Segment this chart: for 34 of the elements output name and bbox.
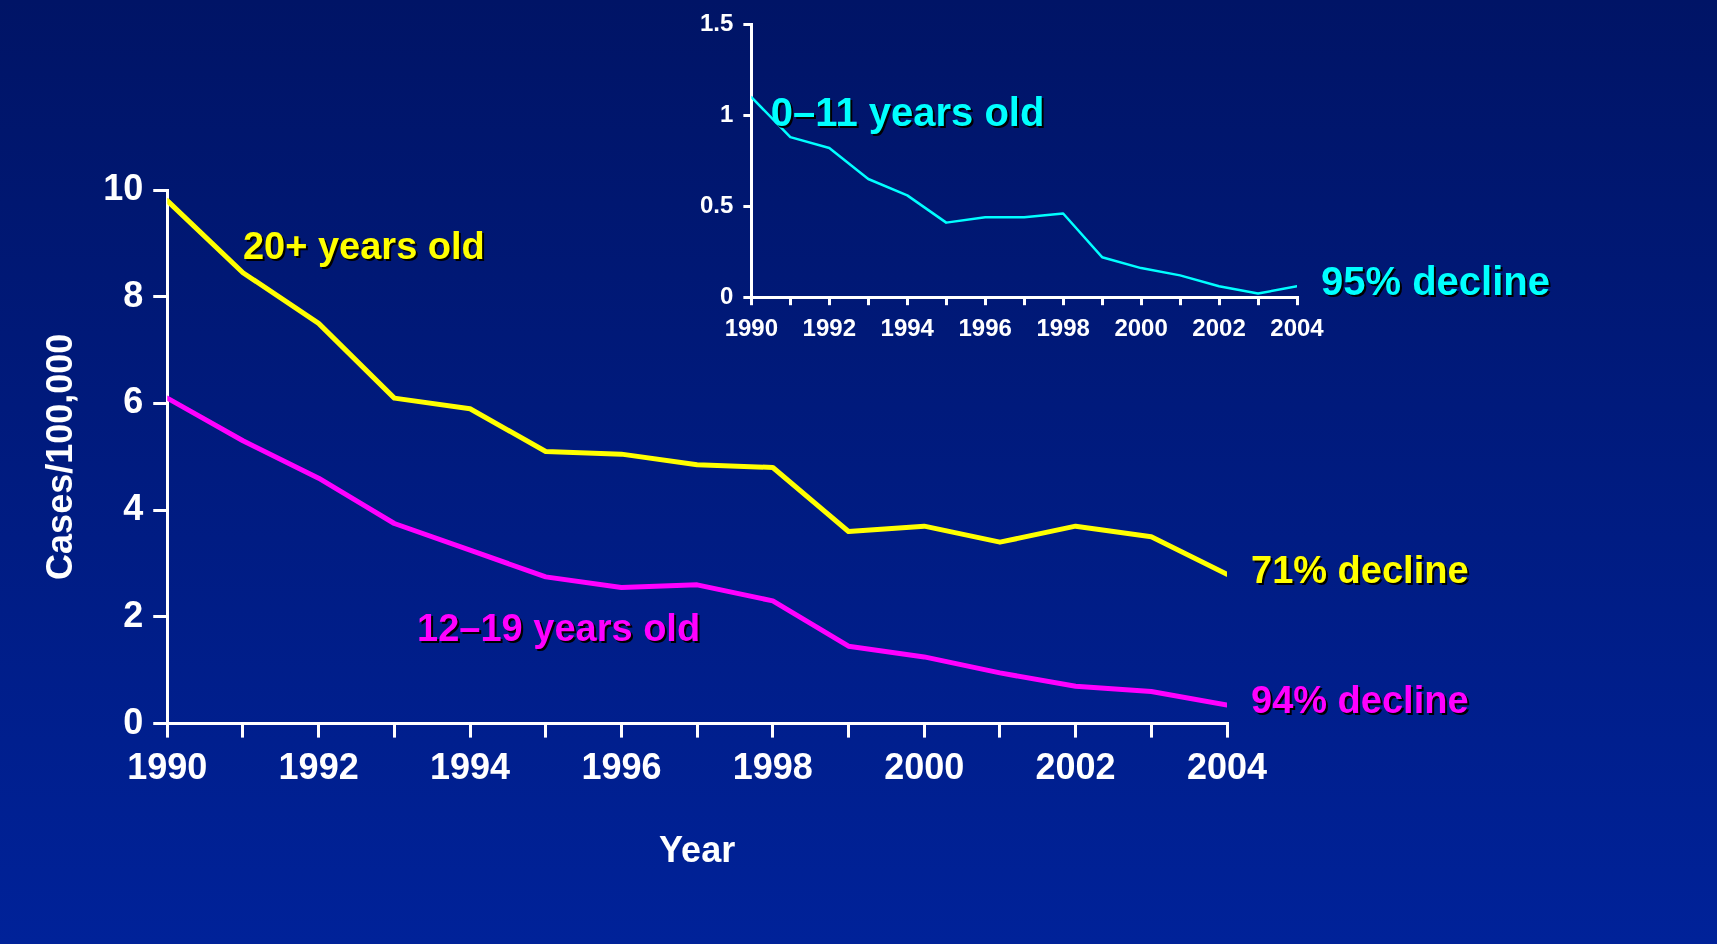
y-axis-title: Cases/100,000 [38,333,80,580]
y-tick-label: 0 [123,700,144,742]
text: 95% decline [1321,259,1551,304]
x-tick-label: 1990 [127,746,208,788]
x-axis-title: Year [659,829,736,871]
x-tick-label: 2002 [1192,314,1246,342]
y-tick-label: 1 [720,99,734,127]
y-tick-label: 0.5 [699,190,734,218]
text: 94% decline [1251,679,1469,722]
x-tick-label: 2004 [1270,314,1325,342]
y-tick-label: 1.5 [699,9,734,37]
series-label: 12–19 years old [417,606,701,649]
series-label: 20+ years old [244,227,487,270]
x-tick-label: 2002 [1035,746,1116,788]
x-tick-label: 2000 [1114,314,1168,342]
x-tick-label: 1992 [278,746,359,788]
x-tick-label: 1996 [581,746,662,788]
x-tick-label: 1990 [724,314,779,342]
y-tick-label: 8 [123,273,144,315]
x-tick-label: 1996 [958,314,1012,342]
x-tick-label: 2004 [1186,746,1268,788]
y-tick-label: 4 [123,487,144,529]
series-label: 0–11 years old [770,90,1045,135]
x-tick-label: 1998 [1036,314,1090,342]
x-tick-label: 1998 [732,746,813,788]
x-tick-label: 2000 [884,746,965,788]
y-tick-label: 6 [123,380,144,422]
y-tick-label: 0 [720,281,734,309]
y-tick-label: 2 [123,593,144,635]
x-tick-label: 1994 [429,746,511,788]
text: 71% decline [1251,548,1469,591]
x-tick-label: 1992 [802,314,857,342]
x-tick-label: 1994 [880,314,935,342]
y-tick-label: 10 [103,166,144,208]
